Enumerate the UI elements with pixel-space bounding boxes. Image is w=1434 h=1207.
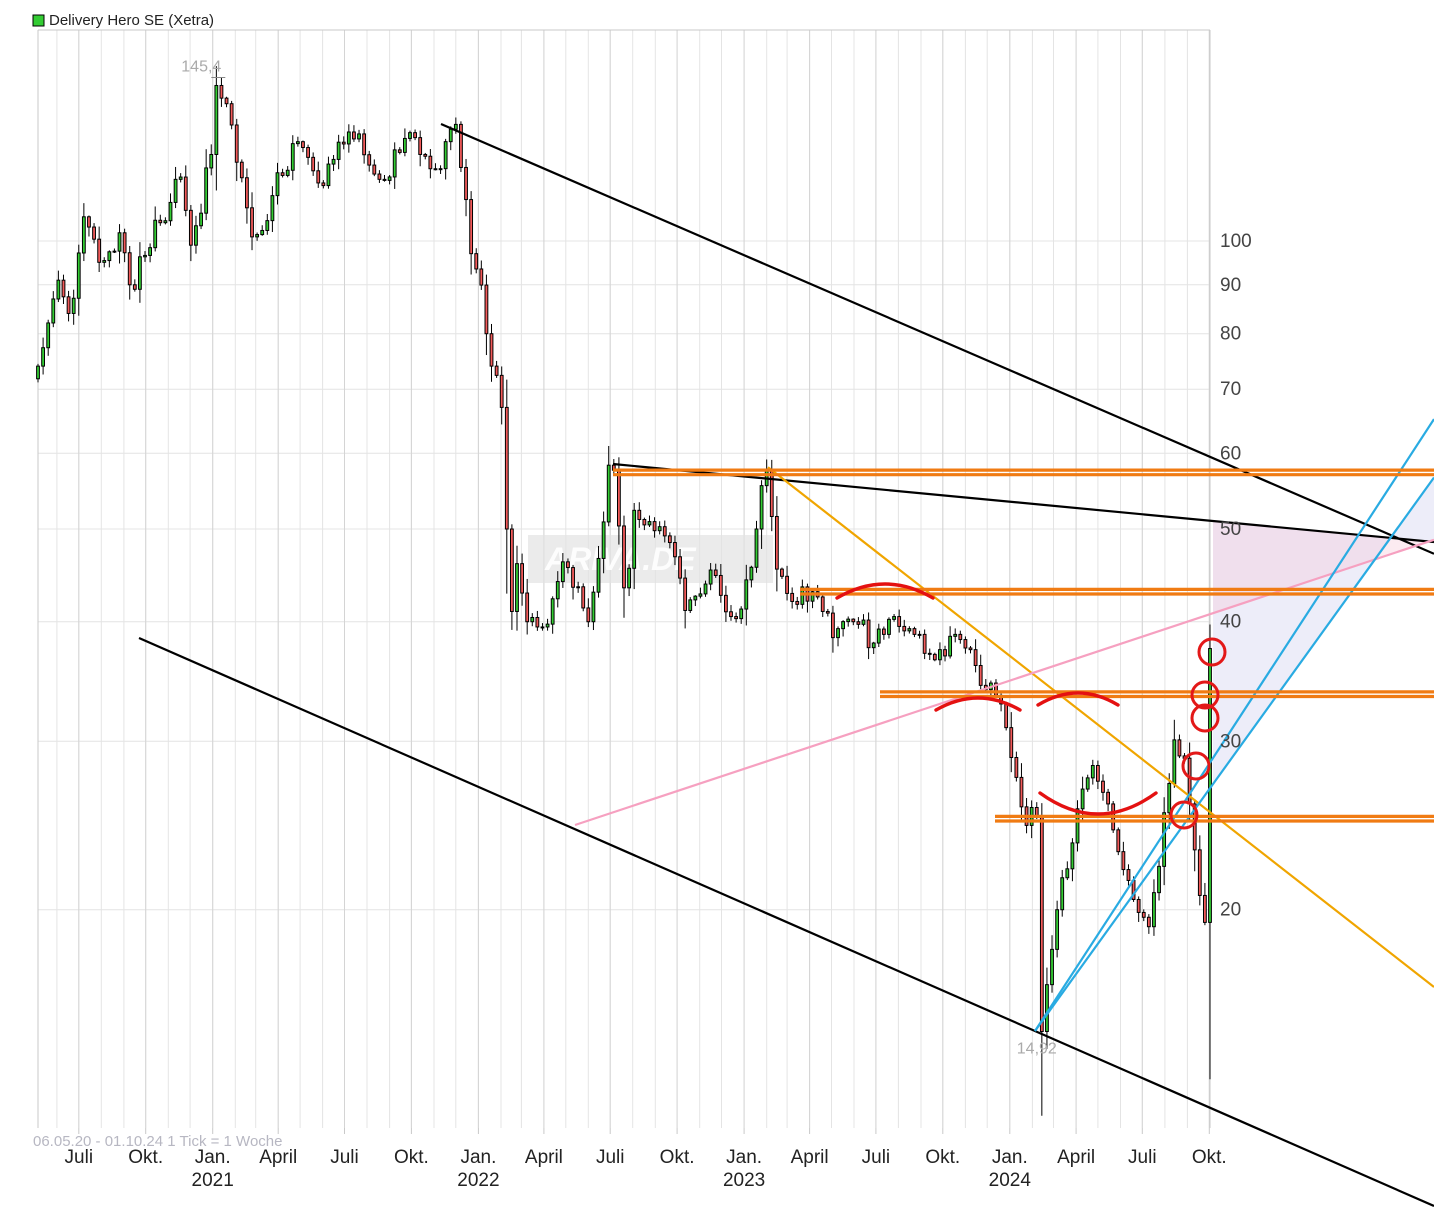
svg-text:Juli: Juli (65, 1147, 94, 1168)
svg-text:40: 40 (1220, 612, 1241, 633)
svg-text:April: April (1057, 1147, 1095, 1168)
svg-text:2024: 2024 (989, 1170, 1032, 1191)
svg-text:Juli: Juli (1128, 1147, 1157, 1168)
svg-text:100: 100 (1220, 231, 1252, 252)
svg-text:145,4: 145,4 (181, 59, 221, 76)
svg-text:Okt.: Okt. (660, 1147, 695, 1168)
svg-text:Jan.: Jan. (460, 1147, 496, 1168)
svg-text:60: 60 (1220, 443, 1241, 464)
svg-text:20: 20 (1220, 900, 1241, 921)
svg-text:Okt.: Okt. (925, 1147, 960, 1168)
svg-text:06.05.20 - 01.10.24 1 Tick =: 06.05.20 - 01.10.24 1 Tick = 1 Woche (33, 1133, 282, 1150)
svg-text:50: 50 (1220, 519, 1241, 540)
svg-text:2021: 2021 (192, 1170, 234, 1191)
svg-text:30: 30 (1220, 731, 1241, 752)
svg-text:Juli: Juli (862, 1147, 891, 1168)
svg-text:Okt.: Okt. (128, 1147, 163, 1168)
svg-text:Juli: Juli (596, 1147, 625, 1168)
svg-text:Juli: Juli (330, 1147, 359, 1168)
svg-text:Okt.: Okt. (1192, 1147, 1227, 1168)
svg-text:April: April (791, 1147, 829, 1168)
svg-text:Jan.: Jan. (726, 1147, 762, 1168)
svg-text:90: 90 (1220, 275, 1241, 296)
svg-text:2022: 2022 (457, 1170, 499, 1191)
svg-text:Delivery Hero SE (Xetra): Delivery Hero SE (Xetra) (49, 12, 214, 29)
svg-text:Jan.: Jan. (992, 1147, 1028, 1168)
svg-text:Okt.: Okt. (394, 1147, 429, 1168)
svg-text:April: April (525, 1147, 563, 1168)
svg-text:70: 70 (1220, 379, 1241, 400)
svg-text:Jan.: Jan. (195, 1147, 231, 1168)
svg-text:80: 80 (1220, 324, 1241, 345)
svg-text:14,92: 14,92 (1017, 1041, 1057, 1058)
svg-text:April: April (259, 1147, 297, 1168)
svg-text:2023: 2023 (723, 1170, 765, 1191)
